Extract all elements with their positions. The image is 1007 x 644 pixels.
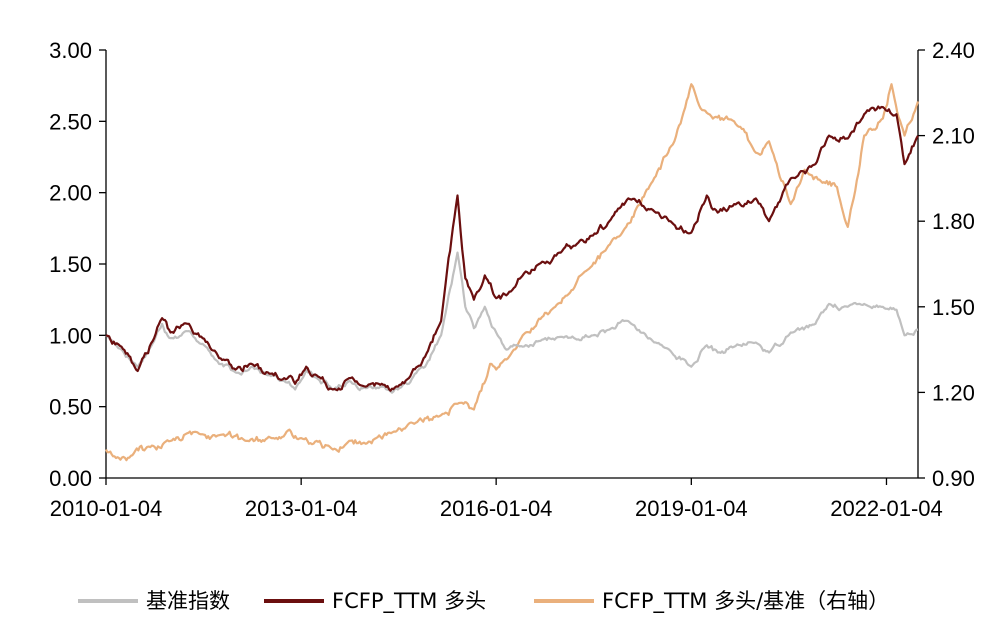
left-tick-label: 0.50 (49, 395, 92, 420)
x-tick-label: 2016-01-04 (440, 496, 553, 521)
right-tick-label: 2.10 (932, 124, 975, 149)
x-axis: 2010-01-04 2013-01-04 2016-01-04 2019-01-04… (50, 477, 943, 521)
left-tick-label: 2.50 (49, 109, 92, 134)
right-tick-label: 1.80 (932, 209, 975, 234)
left-tick-label: 1.00 (49, 323, 92, 348)
legend-label-0: 基准指数 (146, 589, 230, 613)
right-tick-label: 2.40 (932, 38, 975, 63)
x-tick-label: 2013-01-04 (245, 496, 358, 521)
left-tick-label: 3.00 (49, 38, 92, 63)
legend-label-2: FCFP_TTM 多头/基准（右轴） (602, 589, 889, 614)
series-line-2 (105, 83, 920, 462)
legend: 基准指数 FCFP_TTM 多头 FCFP_TTM 多头/基准（右轴） (78, 589, 889, 614)
right-tick-label: 1.20 (932, 380, 975, 405)
legend-label-1: FCFP_TTM 多头 (332, 589, 486, 614)
left-y-axis: 0.00 0.50 1.00 1.50 2.00 2.50 3.00 (49, 38, 107, 491)
series-line-1 (105, 105, 919, 392)
x-tick-label: 2010-01-04 (50, 496, 163, 521)
x-tick-label: 2022-01-04 (830, 496, 943, 521)
right-tick-label: 0.90 (932, 466, 975, 491)
series-line-0 (105, 251, 919, 394)
right-tick-label: 1.50 (932, 295, 975, 320)
left-tick-label: 2.00 (49, 181, 92, 206)
right-y-axis: 0.90 1.20 1.50 1.80 2.10 2.40 (917, 38, 975, 491)
series-layer (105, 83, 920, 462)
x-tick-label: 2019-01-04 (635, 496, 748, 521)
left-tick-label: 0.00 (49, 466, 92, 491)
left-tick-label: 1.50 (49, 252, 92, 277)
